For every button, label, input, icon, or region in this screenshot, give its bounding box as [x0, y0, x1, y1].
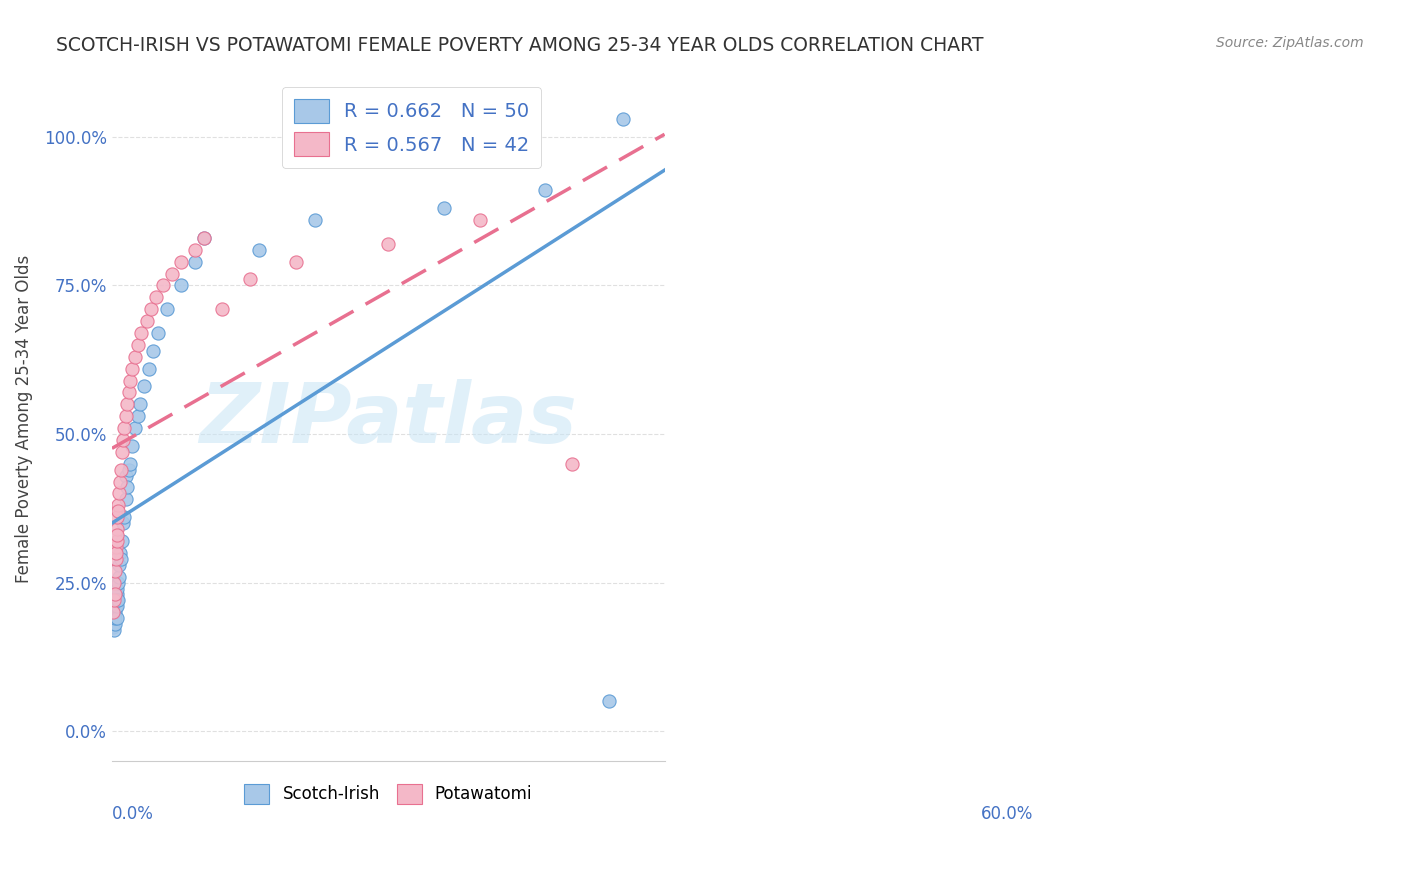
Text: 0.0%: 0.0%	[112, 805, 153, 823]
Point	[184, 254, 207, 268]
Point	[561, 457, 583, 471]
Point	[104, 617, 127, 632]
Point	[104, 564, 127, 578]
Point	[111, 445, 134, 459]
Point	[470, 213, 492, 227]
Point	[170, 278, 193, 293]
Point	[107, 582, 129, 596]
Point	[107, 575, 129, 590]
Legend: Scotch-Irish, Potawatomi: Scotch-Irish, Potawatomi	[238, 777, 538, 811]
Point	[112, 421, 135, 435]
Point	[115, 480, 138, 494]
Point	[146, 326, 169, 340]
Point	[110, 463, 132, 477]
Point	[104, 593, 127, 607]
Text: 60.0%: 60.0%	[980, 805, 1033, 823]
Point	[105, 587, 128, 601]
Point	[104, 546, 127, 560]
Point	[110, 546, 132, 560]
Point	[193, 231, 215, 245]
Point	[101, 617, 124, 632]
Point	[111, 533, 134, 548]
Text: ZIPatlas: ZIPatlas	[200, 378, 578, 459]
Point	[127, 338, 149, 352]
Point	[170, 254, 193, 268]
Point	[152, 278, 174, 293]
Point	[105, 599, 128, 614]
Point	[107, 510, 129, 524]
Point	[110, 551, 132, 566]
Point	[120, 457, 142, 471]
Point	[111, 516, 134, 530]
Point	[193, 231, 215, 245]
Point	[128, 397, 150, 411]
Point	[114, 468, 136, 483]
Point	[103, 605, 125, 619]
Point	[107, 498, 129, 512]
Point	[105, 533, 128, 548]
Point	[107, 504, 129, 518]
Point	[534, 183, 557, 197]
Point	[104, 593, 127, 607]
Point	[112, 510, 135, 524]
Point	[304, 213, 326, 227]
Point	[104, 611, 127, 625]
Point	[105, 522, 128, 536]
Point	[107, 528, 129, 542]
Point	[121, 361, 143, 376]
Point	[104, 599, 127, 614]
Point	[138, 361, 160, 376]
Text: Source: ZipAtlas.com: Source: ZipAtlas.com	[1216, 36, 1364, 50]
Point	[247, 243, 270, 257]
Point	[131, 326, 153, 340]
Point	[142, 343, 165, 358]
Point	[117, 463, 139, 477]
Point	[101, 620, 124, 634]
Point	[110, 475, 132, 489]
Point	[108, 558, 131, 572]
Point	[136, 314, 159, 328]
Point	[108, 569, 131, 583]
Point	[120, 374, 142, 388]
Point	[239, 272, 262, 286]
Point	[103, 623, 125, 637]
Point	[103, 575, 125, 590]
Point	[145, 290, 167, 304]
Point	[127, 409, 149, 424]
Point	[121, 439, 143, 453]
Point	[101, 605, 124, 619]
Point	[114, 409, 136, 424]
Point	[105, 611, 128, 625]
Point	[124, 350, 146, 364]
Point	[184, 243, 207, 257]
Point	[111, 433, 134, 447]
Point	[612, 112, 634, 126]
Point	[107, 593, 129, 607]
Y-axis label: Female Poverty Among 25-34 Year Olds: Female Poverty Among 25-34 Year Olds	[15, 255, 32, 583]
Text: SCOTCH-IRISH VS POTAWATOMI FEMALE POVERTY AMONG 25-34 YEAR OLDS CORRELATION CHAR: SCOTCH-IRISH VS POTAWATOMI FEMALE POVERT…	[56, 36, 984, 54]
Point	[432, 201, 454, 215]
Point	[160, 267, 183, 281]
Point	[285, 254, 308, 268]
Point	[139, 302, 162, 317]
Point	[103, 599, 125, 614]
Point	[103, 611, 125, 625]
Point	[598, 694, 620, 708]
Point	[377, 236, 399, 251]
Point	[103, 593, 125, 607]
Point	[117, 385, 139, 400]
Point	[104, 605, 127, 619]
Point	[108, 486, 131, 500]
Point	[156, 302, 179, 317]
Point	[124, 421, 146, 435]
Point	[104, 587, 127, 601]
Point	[104, 540, 127, 554]
Point	[107, 593, 129, 607]
Point	[114, 492, 136, 507]
Point	[211, 302, 233, 317]
Point	[104, 587, 127, 601]
Point	[115, 397, 138, 411]
Point	[134, 379, 156, 393]
Point	[104, 551, 127, 566]
